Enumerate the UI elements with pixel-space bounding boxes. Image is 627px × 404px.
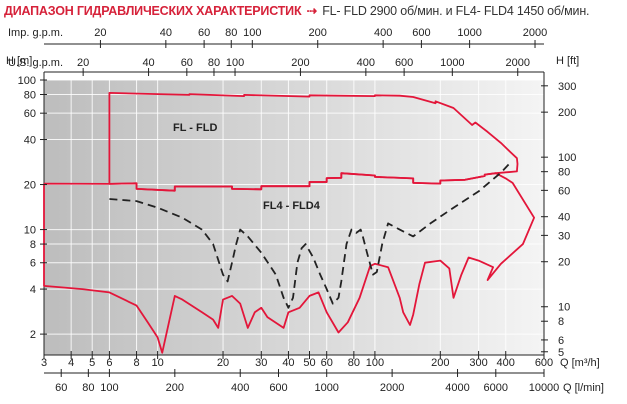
series-line-dashed: [109, 162, 511, 309]
tick-label-hm: 2: [30, 329, 36, 341]
tick-label-imp: 400: [374, 27, 392, 39]
tick-label-hm: 80: [24, 89, 36, 101]
ticks-group: 20 40 60 80 100 200 400 600 1000 2000 20 40 60 80 100 2…: [6, 27, 604, 394]
tick-label-hft: 100: [558, 152, 576, 164]
tick-label-qm3h: 30: [255, 357, 267, 369]
tick-label-imp: 40: [160, 27, 172, 39]
tick-label-imp: 80: [225, 27, 237, 39]
tick-label-us: 100: [226, 57, 244, 69]
axes: [43, 43, 545, 374]
tick-label-hft: 10: [558, 302, 570, 314]
tick-label-qm3h: 3: [41, 357, 47, 369]
tick-label-qm3h: 6: [106, 357, 112, 369]
tick-label-imp: 60: [198, 27, 210, 39]
tick-label-qm3h: 4: [68, 357, 74, 369]
tick-label-hft: 80: [558, 167, 570, 179]
title-subtitle: FL- FLD 2900 об/мин. и FL4- FLD4 1450 об…: [322, 4, 590, 18]
tick-label-lmin: 60: [55, 382, 67, 394]
tick-label-hft: 20: [558, 257, 570, 269]
series-line-fl4-fld4: [43, 172, 535, 354]
title-arrow-icon: ⇢: [306, 4, 317, 18]
tick-label-lmin: 1000: [314, 382, 338, 394]
tick-label-imp: 100: [243, 27, 261, 39]
tick-label-qm3h: 10: [151, 357, 163, 369]
tick-label-imp: 1000: [457, 27, 481, 39]
tick-label-qm3h: 400: [497, 357, 515, 369]
chart-title: ДИАПАЗОН ГИДРАВЛИЧЕСКИХ ХАРАКТЕРИСТИК ⇢ …: [4, 3, 590, 18]
tick-label-imp: 600: [412, 27, 430, 39]
tick-label-hft: 5: [558, 347, 564, 359]
tick-label-lmin: 200: [166, 382, 184, 394]
tick-label-hft: 300: [558, 81, 576, 93]
tick-label-lmin: 80: [82, 382, 94, 394]
title-main: ДИАПАЗОН ГИДРАВЛИЧЕСКИХ ХАРАКТЕРИСТИК: [4, 4, 302, 18]
tick-label-qm3h: 80: [348, 357, 360, 369]
tick-label-hft: 200: [558, 107, 576, 119]
tick-label-hft: 8: [558, 316, 564, 328]
axis-label-lmin: Q [l/min]: [563, 382, 604, 394]
tick-label-qm3h: 5: [89, 357, 95, 369]
tick-label-lmin: 600: [269, 382, 287, 394]
tick-label-us: 200: [291, 57, 309, 69]
tick-label-qm3h: 20: [217, 357, 229, 369]
tick-label-us: 2000: [505, 57, 529, 69]
tick-label-qm3h: 50: [303, 357, 315, 369]
tick-label-hm: 40: [24, 135, 36, 147]
tick-label-hm: 4: [30, 284, 36, 296]
tick-label-us: 20: [77, 57, 89, 69]
tick-label-qm3h: 40: [282, 357, 294, 369]
axis-label-hft: H [ft]: [556, 55, 579, 67]
tick-label-hm: 60: [24, 108, 36, 120]
tick-label-hm: 100: [18, 75, 36, 87]
curve-label-fl4-fld4: FL4 - FLD4: [263, 200, 321, 212]
tick-label-us: 400: [357, 57, 375, 69]
tick-label-hft: 40: [558, 212, 570, 224]
tick-label-hft: 30: [558, 230, 570, 242]
tick-label-imp: 20: [94, 27, 106, 39]
tick-label-hm: 8: [30, 239, 36, 251]
tick-label-qm3h: 8: [133, 357, 139, 369]
tick-label-us: 600: [395, 57, 413, 69]
axis-label-hm: H [m]: [6, 55, 32, 67]
tick-label-hm: 6: [30, 258, 36, 270]
curve-label-fl-fld: FL - FLD: [173, 122, 217, 134]
tick-label-imp: 2000: [523, 27, 547, 39]
tick-label-lmin: 4000: [445, 382, 469, 394]
tick-label-hm: 20: [24, 180, 36, 192]
tick-label-qm3h: 200: [431, 357, 449, 369]
tick-label-us: 1000: [440, 57, 464, 69]
tick-label-lmin: 10000: [529, 382, 560, 394]
tick-label-us: 60: [181, 57, 193, 69]
axis-label-imp: Imp. g.p.m.: [8, 27, 63, 39]
tick-label-hm: 10: [24, 225, 36, 237]
tick-label-lmin: 100: [100, 382, 118, 394]
tick-label-qm3h: 300: [469, 357, 487, 369]
series-group: [43, 92, 535, 354]
tick-label-qm3h: 60: [321, 357, 333, 369]
axis-label-qm3h: Q [m³/h]: [560, 357, 600, 369]
tick-label-qm3h: 600: [535, 357, 553, 369]
tick-label-lmin: 6000: [484, 382, 508, 394]
tick-label-hft: 60: [558, 185, 570, 197]
tick-label-us: 40: [142, 57, 154, 69]
tick-label-hft: 6: [558, 335, 564, 347]
tick-label-lmin: 400: [231, 382, 249, 394]
tick-label-us: 80: [208, 57, 220, 69]
labels-group: FL - FLD FL4 - FLD4: [173, 122, 321, 212]
axis-label-us: U.S. g.p.m.: [8, 57, 63, 69]
tick-label-imp: 200: [309, 27, 327, 39]
tick-label-qm3h: 100: [366, 357, 384, 369]
tick-label-lmin: 2000: [380, 382, 404, 394]
